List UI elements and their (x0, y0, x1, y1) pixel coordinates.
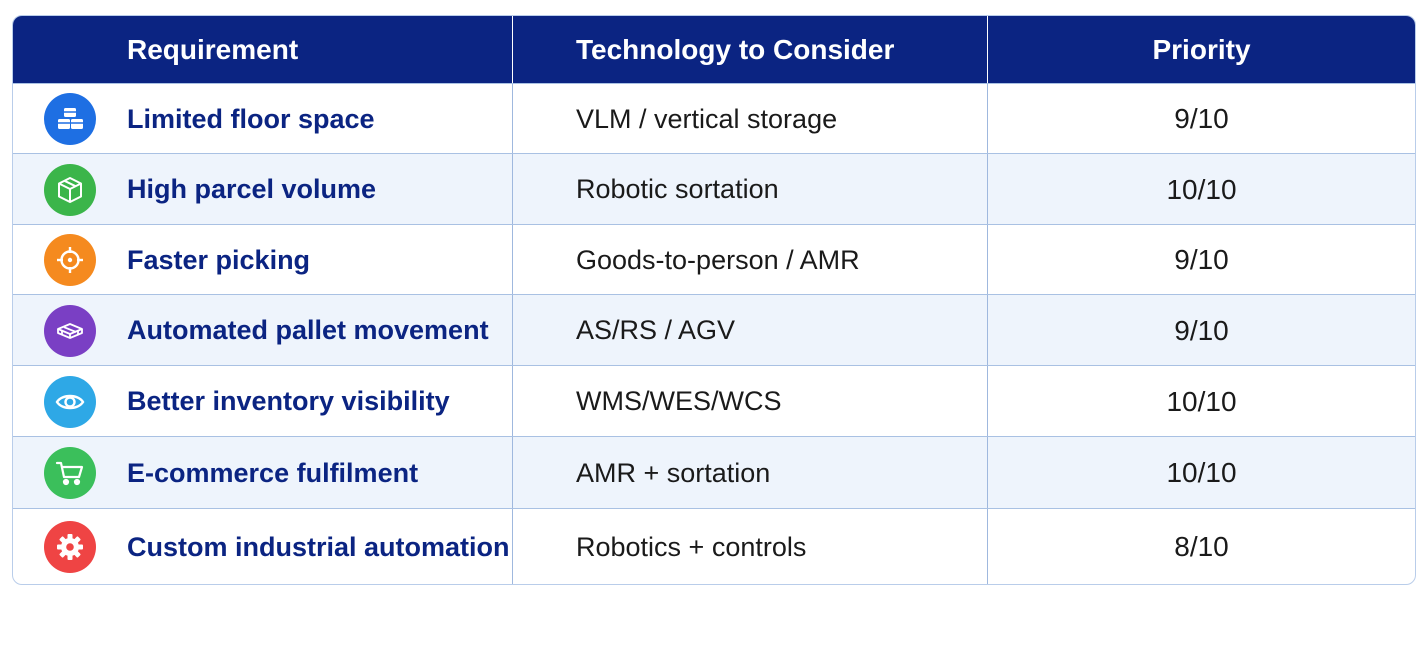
crosshair-target-icon (44, 234, 96, 286)
technology-label: AS/RS / AGV (576, 315, 736, 345)
table-row: E-commerce fulfilment AMR + sortation 10… (13, 436, 1415, 509)
table-header-row: Requirement Technology to Consider Prior… (13, 16, 1415, 83)
table-row: Custom industrial automation Robotics + … (13, 508, 1415, 584)
header-priority: Priority (1152, 33, 1251, 65)
header-requirement: Requirement (13, 16, 513, 83)
priority-value: 8/10 (1174, 531, 1229, 562)
requirement-label: E-commerce fulfilment (127, 457, 419, 488)
priority-value: 9/10 (1174, 103, 1229, 134)
requirement-label: Faster picking (127, 244, 311, 275)
technology-label: WMS/WES/WCS (576, 386, 782, 416)
storage-boxes-icon (44, 93, 96, 145)
requirement-label: Limited floor space (127, 103, 375, 134)
parcel-box-icon (44, 163, 96, 216)
technology-label: Robotics + controls (576, 531, 807, 562)
table-row: Better inventory visibility WMS/WES/WCS … (13, 365, 1415, 437)
priority-value: 9/10 (1174, 244, 1229, 275)
priority-value: 9/10 (1174, 314, 1229, 346)
header-technology: Technology to Consider (513, 16, 988, 83)
technology-label: VLM / vertical storage (576, 103, 838, 134)
eye-icon (44, 375, 96, 428)
technology-label: Robotic sortation (576, 174, 779, 204)
requirement-label: Automated pallet movement (127, 315, 489, 345)
pallet-icon (44, 304, 96, 357)
requirement-label: High parcel volume (127, 174, 377, 204)
table-row: Limited floor space VLM / vertical stora… (13, 83, 1415, 154)
technology-label: Goods-to-person / AMR (576, 244, 860, 275)
priority-value: 10/10 (1166, 457, 1237, 488)
requirement-label: Better inventory visibility (127, 386, 450, 416)
table-row: Automated pallet movement AS/RS / AGV 9/… (13, 294, 1415, 366)
shopping-cart-icon (44, 447, 96, 499)
requirements-table: Requirement Technology to Consider Prior… (12, 15, 1416, 585)
gear-icon (44, 521, 96, 573)
table-row: Faster picking Goods-to-person / AMR 9/1… (13, 224, 1415, 295)
priority-value: 10/10 (1166, 385, 1237, 417)
table-row: High parcel volume Robotic sortation 10/… (13, 153, 1415, 225)
priority-value: 10/10 (1166, 173, 1237, 205)
requirement-label: Custom industrial automation (127, 531, 510, 562)
technology-label: AMR + sortation (576, 457, 771, 488)
